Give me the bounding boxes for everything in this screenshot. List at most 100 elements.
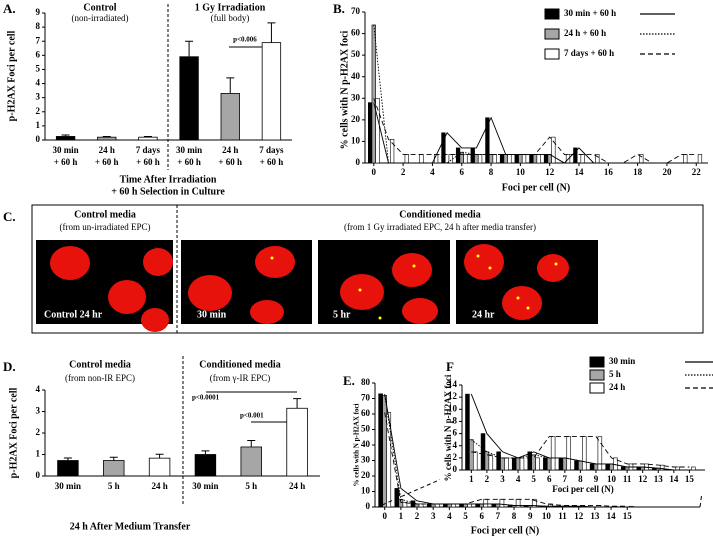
x-tick-label: 14 — [607, 511, 617, 521]
bar — [463, 154, 468, 164]
bar — [573, 147, 578, 164]
x-tick-label: 10 — [516, 167, 526, 177]
bar — [504, 457, 509, 471]
y-tick-label: 5 — [36, 64, 41, 74]
bar — [286, 407, 308, 477]
x-tick-label: 2 — [485, 474, 490, 484]
x-tick-label: 4 — [516, 474, 521, 484]
x-tick-label: 6 — [547, 474, 552, 484]
y-axis-title: % cells with N p-H2AX foci — [339, 30, 350, 149]
bar — [55, 136, 76, 141]
y-tick-label: 2 — [36, 106, 41, 116]
error-bar — [201, 450, 210, 455]
x-tick-label: 13 — [654, 474, 664, 484]
bar — [443, 503, 448, 508]
bar — [697, 154, 703, 164]
bar — [475, 503, 480, 508]
x-tick-label: 30 min — [52, 145, 78, 155]
y-axis-title: % cells with N p-H2AX foci — [443, 374, 453, 481]
bar — [472, 451, 478, 471]
annotation: p<0.0001 — [192, 394, 220, 402]
bar — [597, 436, 603, 471]
y-tick-label: 30 — [361, 455, 371, 465]
bar — [527, 451, 533, 471]
bar — [434, 503, 440, 508]
x-tick-label: 30 min — [55, 481, 81, 491]
y-tick-label: 9 — [36, 7, 41, 17]
y-tick-label: 6 — [453, 428, 458, 438]
y-tick-label: 4 — [36, 384, 41, 394]
x-tick-label: + 60 h — [260, 157, 284, 167]
x-tick-label: 8 — [512, 511, 517, 521]
group-label: Control media — [69, 359, 131, 370]
x-tick-label: 4 — [430, 167, 435, 177]
bar — [558, 457, 564, 471]
header: (from 1 Gy irradiated EPC, 24 h after me… — [344, 222, 536, 232]
y-axis-title: p-H2AX Foci per cell — [6, 30, 17, 121]
bar — [531, 498, 537, 508]
x-tick-label: + 60 h — [95, 157, 119, 167]
bar — [500, 457, 505, 471]
error-bar — [293, 398, 302, 409]
legend-box — [538, 3, 708, 71]
bar — [426, 503, 432, 508]
x-axis-title: Foci per cell (N) — [552, 484, 614, 494]
x-tick-label: 1 — [399, 511, 404, 521]
x-axis-title: 24 h After Medium Transfer — [70, 521, 191, 532]
y-tick-label: 60 — [351, 28, 361, 38]
bar — [521, 154, 527, 164]
x-tick-label: 9 — [594, 474, 599, 484]
header: (from un-irradiated EPC) — [60, 222, 151, 232]
x-tick-label: + 60 h — [177, 157, 201, 167]
legend-swatch — [544, 8, 560, 20]
bar — [582, 436, 587, 471]
bar — [507, 505, 513, 508]
bar — [562, 457, 568, 471]
micrograph: 5 hr — [318, 240, 450, 324]
x-tick-label: 1 — [469, 474, 474, 484]
legend-label: 30 min + 60 h — [564, 8, 616, 18]
bar — [97, 136, 117, 141]
x-tick-label: 15 — [623, 511, 633, 521]
panel-letter: D. — [3, 359, 16, 374]
y-tick-label: 8 — [36, 21, 41, 31]
legend-swatch — [589, 356, 605, 368]
legend-swatch — [544, 28, 560, 40]
x-axis-title: Time After Irradiation — [120, 174, 217, 185]
x-tick-label: 0 — [372, 167, 377, 177]
bar — [536, 154, 541, 164]
bar — [483, 498, 489, 508]
y-tick-label: 40 — [361, 439, 371, 449]
bar — [543, 154, 549, 164]
bar — [414, 503, 420, 508]
x-tick-label: 2 — [401, 167, 406, 177]
bar — [503, 154, 508, 164]
bar — [367, 102, 373, 164]
bar — [455, 147, 461, 164]
image-label: 30 min — [197, 309, 227, 320]
y-tick-label: 10 — [361, 486, 371, 496]
legend-label: 30 min — [609, 356, 635, 366]
micrograph: 24 hr — [456, 240, 598, 324]
y-axis-title: p-H2AX Foci per cell — [8, 387, 19, 478]
bar — [551, 136, 556, 164]
y-tick-label: 6 — [36, 49, 41, 59]
x-tick-label: 7 — [496, 511, 501, 521]
annotation: p<0.006 — [233, 36, 257, 44]
x-tick-label: 13 — [590, 511, 600, 521]
y-tick-label: 70 — [361, 393, 371, 403]
x-tick-label: 24 h — [151, 481, 167, 491]
bar — [532, 154, 538, 164]
group-label: (from non-IR EPC) — [65, 373, 135, 383]
x-tick-label: 30 min — [192, 481, 218, 491]
group-label: (non-irradiated) — [72, 13, 129, 23]
y-tick-label: 30 — [351, 92, 361, 102]
x-tick-label: 12 — [574, 511, 584, 521]
x-tick-label: 20 — [662, 167, 672, 177]
group-label: (from γ-IR EPC) — [210, 373, 270, 383]
bar — [419, 154, 424, 164]
error-bar — [109, 456, 118, 461]
bar — [491, 503, 497, 508]
header: Conditioned media — [399, 209, 480, 220]
error-bar — [247, 440, 256, 447]
